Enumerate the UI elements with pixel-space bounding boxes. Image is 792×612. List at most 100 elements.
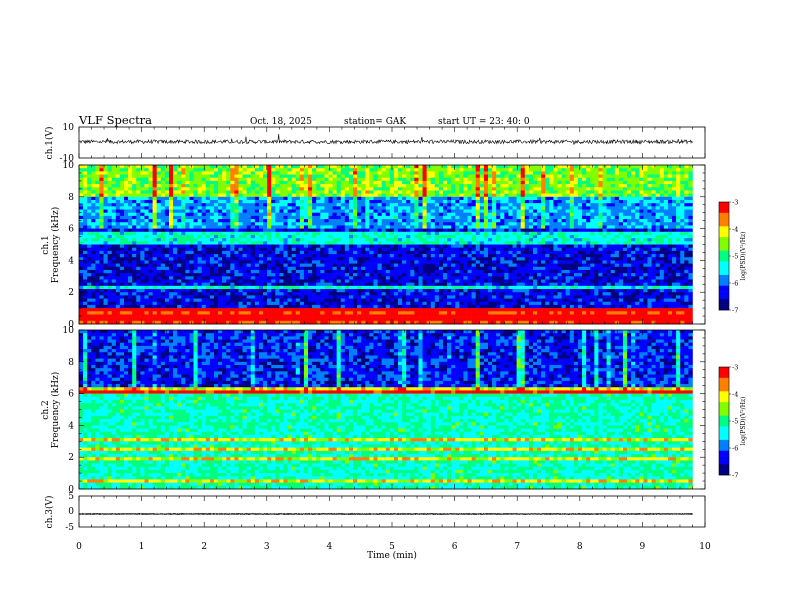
spectrogram-cell — [115, 244, 121, 248]
spectrogram-cell — [83, 177, 88, 182]
spectrogram-cell — [459, 282, 464, 287]
spectrogram-cell — [353, 241, 358, 245]
spectrogram-cell — [267, 187, 272, 191]
spectrogram-cell — [123, 320, 129, 325]
spectrogram-cell — [83, 168, 88, 172]
spectrogram-cell — [103, 174, 108, 179]
spectrogram-cell — [430, 301, 436, 306]
spectrogram-cell — [144, 266, 149, 271]
spectrogram-cell — [258, 215, 264, 220]
spectrogram-cell — [242, 276, 247, 280]
spectrogram-cell — [295, 263, 301, 268]
spectrogram-cell — [222, 298, 227, 303]
spectrogram-cell — [295, 203, 301, 207]
spectrogram-cell — [463, 298, 468, 303]
spectrogram-cell — [295, 266, 301, 271]
spectrogram-cell — [205, 206, 211, 210]
spectrogram-cell — [197, 241, 202, 245]
spectrogram-cell — [222, 311, 227, 315]
spectrogram-cell — [324, 320, 329, 325]
spectrogram-cell — [393, 165, 399, 169]
spectrogram-cell — [373, 219, 378, 223]
spectrogram-cell — [267, 314, 272, 318]
spectrogram-cell — [111, 257, 117, 261]
spectrogram-cell — [393, 193, 399, 198]
spectrogram-cell — [263, 196, 268, 201]
spectrogram-cell — [258, 209, 264, 213]
spectrogram-cell — [123, 238, 129, 242]
spectrogram-cell — [410, 219, 415, 223]
spectrogram-cell — [353, 174, 358, 179]
spectrogram-cell — [144, 269, 149, 274]
spectrogram-cell — [254, 209, 260, 213]
spectrogram-cell — [258, 171, 264, 175]
spectrogram-cell — [393, 206, 399, 210]
spectrogram-cell — [410, 263, 415, 268]
spectrogram-cell — [430, 311, 436, 315]
spectrogram-cell — [459, 295, 464, 299]
spectrogram-cell — [422, 304, 427, 309]
spectrogram-cell — [348, 254, 354, 258]
spectrogram-cell — [422, 196, 427, 201]
spectrogram-cell — [197, 260, 202, 264]
spectrogram-cell — [107, 165, 113, 169]
spectrogram-cell — [365, 244, 370, 248]
spectrogram-cell — [213, 228, 219, 233]
spectrogram-cell — [471, 168, 477, 172]
spectrogram-cell — [222, 285, 227, 290]
spectrogram-cell — [385, 199, 391, 204]
spectrogram-cell — [447, 165, 452, 169]
spectrogram-cell — [422, 174, 427, 179]
spectrogram-cell — [320, 257, 325, 261]
spectrogram-cell — [156, 273, 162, 277]
spectrogram-cell — [455, 292, 460, 296]
spectrogram-cell — [434, 209, 440, 213]
spectrogram-cell — [316, 212, 321, 217]
spectrogram-cell — [173, 282, 178, 287]
spectrogram-cell — [197, 317, 202, 322]
spectrogram-cell — [291, 238, 297, 242]
spectrogram-cell — [316, 295, 321, 299]
spectrogram-cell — [263, 203, 268, 207]
spectrogram-cell — [234, 279, 239, 283]
spectrogram-cell — [410, 174, 415, 179]
spectrogram-cell — [87, 190, 92, 194]
spectrogram-cell — [148, 184, 153, 188]
spectrogram-cell — [430, 304, 436, 309]
spectrogram-cell — [373, 285, 378, 290]
spectrogram-cell — [226, 206, 231, 210]
spectrogram-cell — [430, 238, 436, 242]
spectrogram-cell — [467, 241, 472, 245]
spectrogram-cell — [414, 193, 419, 198]
spectrogram-cell — [312, 257, 317, 261]
spectrogram-cell — [222, 212, 227, 217]
spectrogram-cell — [254, 260, 260, 264]
spectrogram-cell — [463, 177, 468, 182]
spectrogram-cell — [336, 206, 342, 210]
spectrogram-cell — [87, 317, 92, 322]
spectrogram-cell — [459, 250, 464, 255]
spectrogram-cell — [426, 254, 432, 258]
spectrogram-cell — [365, 203, 370, 207]
spectrogram-cell — [385, 171, 391, 175]
spectrogram-cell — [263, 209, 268, 213]
spectrogram-cell — [426, 196, 432, 201]
spectrogram-cell — [303, 206, 309, 210]
spectrogram-cell — [369, 234, 374, 239]
spectrogram-cell — [447, 311, 452, 315]
spectrogram-cell — [451, 180, 456, 185]
spectrogram-cell — [308, 209, 313, 213]
spectrogram-cell — [107, 187, 113, 191]
spectrogram-cell — [254, 247, 260, 252]
spectrogram-cell — [467, 168, 472, 172]
spectrogram-cell — [324, 241, 329, 245]
spectrogram-cell — [263, 241, 268, 245]
spectrogram-cell — [164, 301, 170, 306]
spectrogram-cell — [234, 260, 239, 264]
spectrogram-cell — [385, 219, 391, 223]
spectrogram-cell — [295, 320, 301, 325]
spectrogram-cell — [385, 279, 391, 283]
spectrogram-cell — [299, 225, 305, 229]
spectrogram-cell — [222, 317, 227, 322]
spectrogram-cell — [467, 254, 472, 258]
